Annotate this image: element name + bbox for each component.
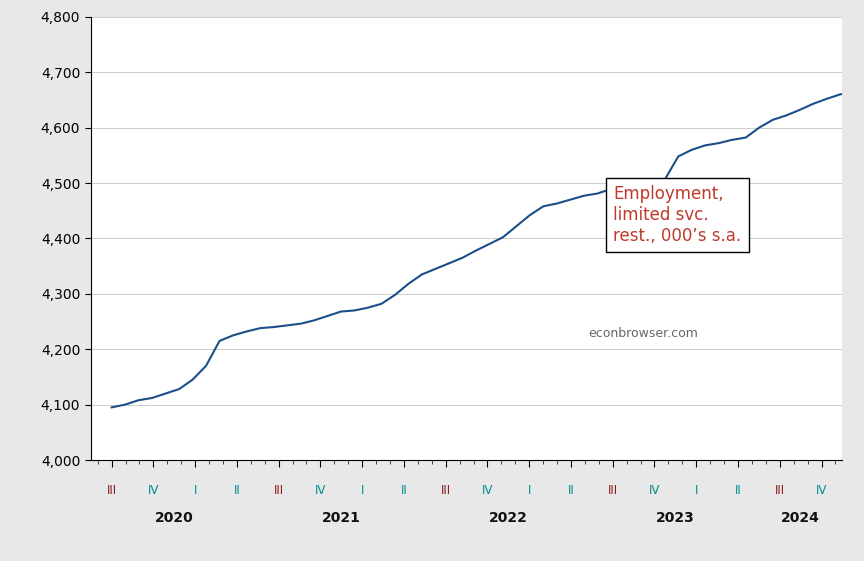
Text: IV: IV [148,484,159,498]
Text: 2020: 2020 [155,511,194,525]
Text: I: I [695,484,698,498]
Text: III: III [106,484,117,498]
Text: 2021: 2021 [322,511,360,525]
Text: II: II [568,484,575,498]
Text: II: II [734,484,741,498]
Text: III: III [775,484,785,498]
Text: III: III [607,484,618,498]
Text: III: III [274,484,283,498]
Text: II: II [233,484,240,498]
Text: Employment,
limited svc.
rest., 000’s s.a.: Employment, limited svc. rest., 000’s s.… [613,185,741,245]
Text: 2022: 2022 [489,511,528,525]
Text: I: I [528,484,530,498]
Text: IV: IV [314,484,326,498]
Text: IV: IV [482,484,493,498]
Text: I: I [194,484,197,498]
Text: econbrowser.com: econbrowser.com [588,327,698,340]
Text: IV: IV [649,484,660,498]
Text: 2023: 2023 [656,511,695,525]
Text: I: I [360,484,364,498]
Text: IV: IV [816,484,827,498]
Text: III: III [441,484,451,498]
Text: 2024: 2024 [781,511,820,525]
Text: II: II [401,484,407,498]
